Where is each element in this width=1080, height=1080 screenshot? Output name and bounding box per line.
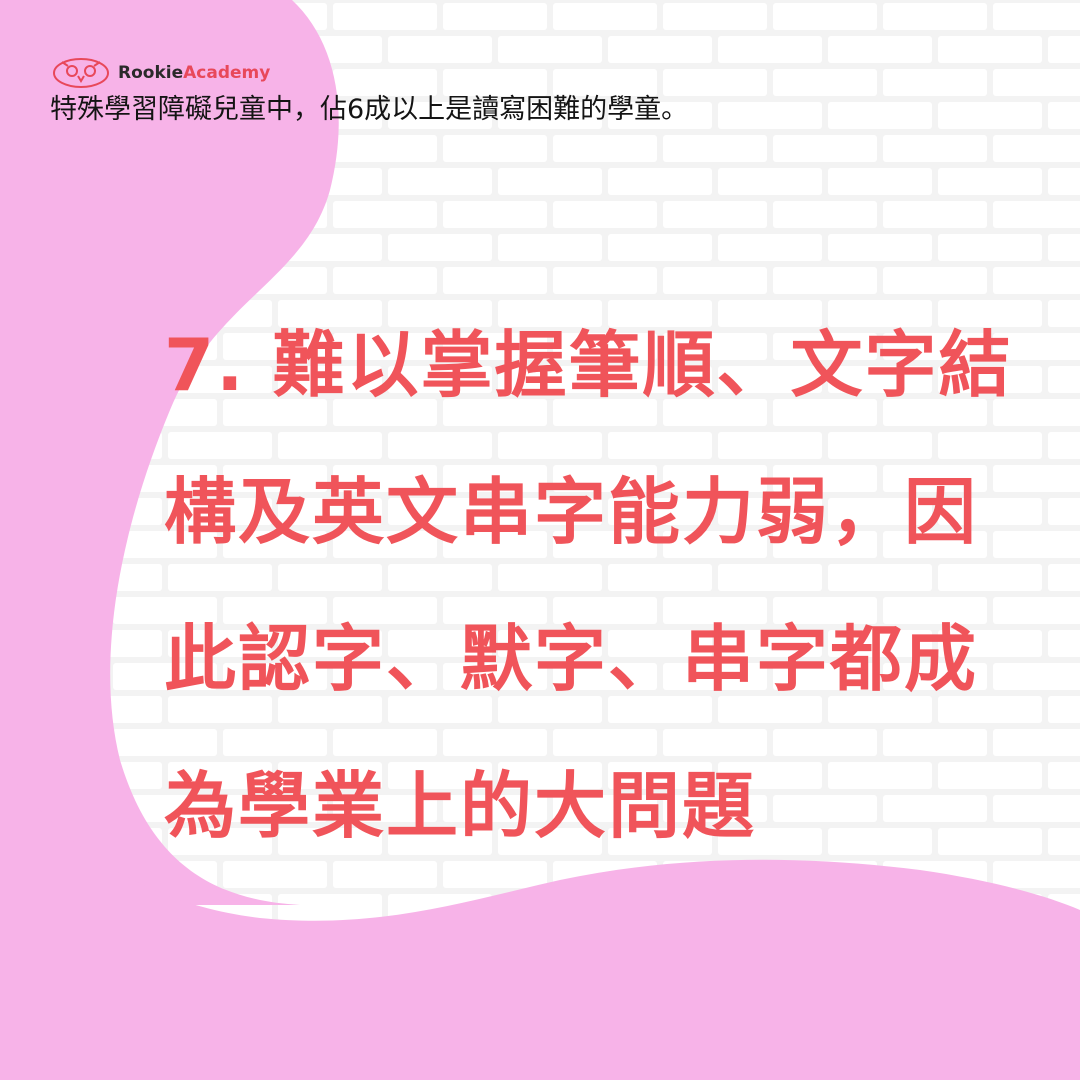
headline-line: 7. 難以掌握筆順、文字結	[164, 323, 1013, 407]
pink-blob-left	[0, 0, 339, 905]
owl-icon	[53, 58, 109, 88]
brand-name: RookieAcademy	[118, 62, 271, 83]
headline-line: 構及英文串字能力弱，因	[164, 470, 979, 554]
headline-line: 此認字、默字、串字都成	[164, 617, 979, 701]
pink-blob-bottom	[0, 760, 1080, 1080]
brand-name-academy: Academy	[183, 62, 271, 83]
headline: 7. 難以掌握筆順、文字結 構及英文串字能力弱，因 此認字、默字、串字都成 為學…	[164, 292, 1013, 880]
headline-line: 為學業上的大問題	[164, 764, 757, 848]
brand-name-rookie: Rookie	[118, 62, 184, 83]
subtitle: 特殊學習障礙兒童中，佔6成以上是讀寫困難的學童。	[50, 94, 689, 125]
brand-logo: RookieAcademy	[50, 56, 270, 90]
